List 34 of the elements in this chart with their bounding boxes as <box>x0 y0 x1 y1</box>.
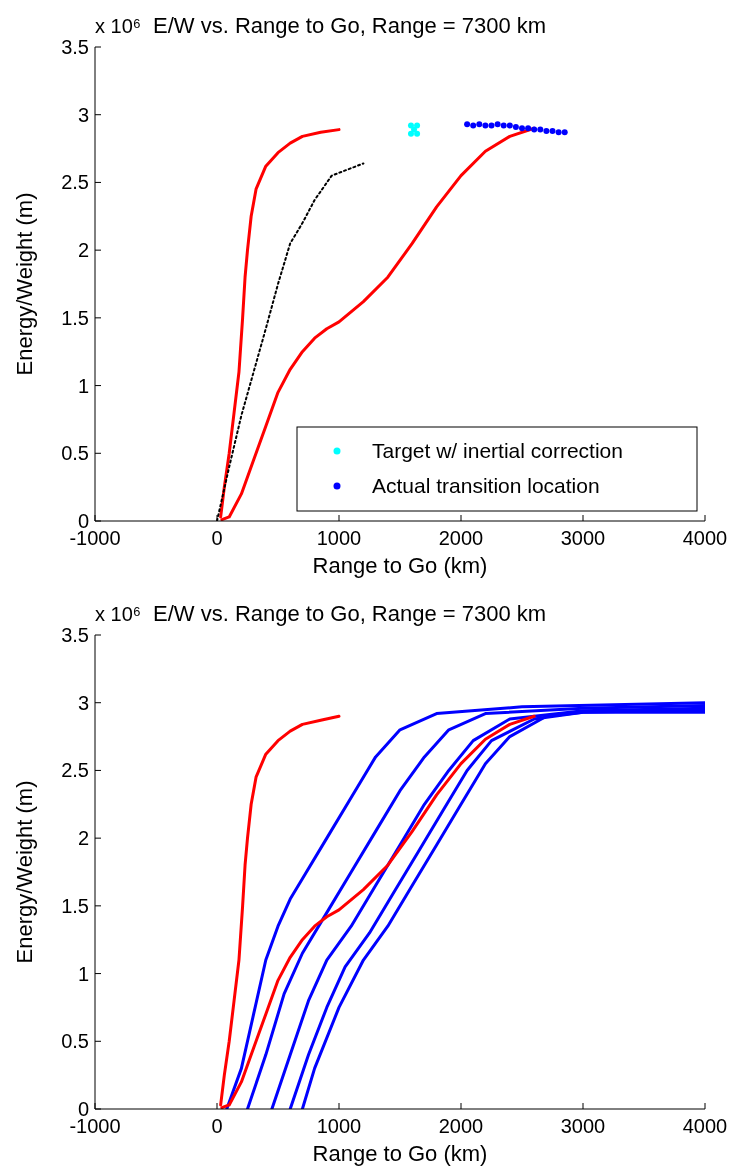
y-tick-label: 1 <box>77 962 89 985</box>
x-axis-title: Range to Go (km) <box>312 553 488 578</box>
chart-title: E/W vs. Range to Go, Range = 7300 km <box>153 601 547 626</box>
x-tick-label: 1000 <box>316 527 362 549</box>
y-axis-title: Energy/Weight (m) <box>12 780 37 964</box>
text: x 10⁶ <box>95 15 142 37</box>
y-tick-label: 3.5 <box>61 36 89 58</box>
y-tick-label: 1.5 <box>61 894 89 917</box>
x-tick-label: 4000 <box>682 527 728 549</box>
chart-title: E/W vs. Range to Go, Range = 7300 km <box>153 13 547 38</box>
text: x 10⁶ <box>95 603 142 625</box>
x-tick-label: 4000 <box>682 1115 728 1137</box>
legend-label: Target w/ inertial correction <box>372 439 623 462</box>
y-axis-title: Energy/Weight (m) <box>12 192 37 376</box>
y-tick-label: 1.5 <box>61 306 89 329</box>
y-tick-label: 3 <box>77 103 89 126</box>
x-tick-label: 1000 <box>316 1115 362 1137</box>
x-tick-label: 0 <box>211 1115 223 1137</box>
y-tick-label: 2.5 <box>61 171 89 194</box>
x-tick-label: 0 <box>211 527 223 549</box>
y-tick-label: 0.5 <box>61 442 89 465</box>
x-tick-label: 2000 <box>438 527 484 549</box>
y-tick-label: 2 <box>77 827 89 850</box>
y-tick-label: 2.5 <box>61 759 89 782</box>
x-tick-label: 3000 <box>560 527 606 549</box>
y-tick-label: 0.5 <box>61 1030 89 1053</box>
x-tick-label: 3000 <box>560 1115 606 1137</box>
legend-label: Actual transition location <box>372 474 600 497</box>
x-axis-title: Range to Go (km) <box>312 1141 488 1166</box>
y-tick-label: 2 <box>77 239 89 262</box>
y-tick-label: 3 <box>77 691 89 714</box>
x-tick-label: 2000 <box>438 1115 484 1137</box>
y-tick-label: 1 <box>77 374 89 397</box>
y-tick-label: 3.5 <box>61 624 89 646</box>
